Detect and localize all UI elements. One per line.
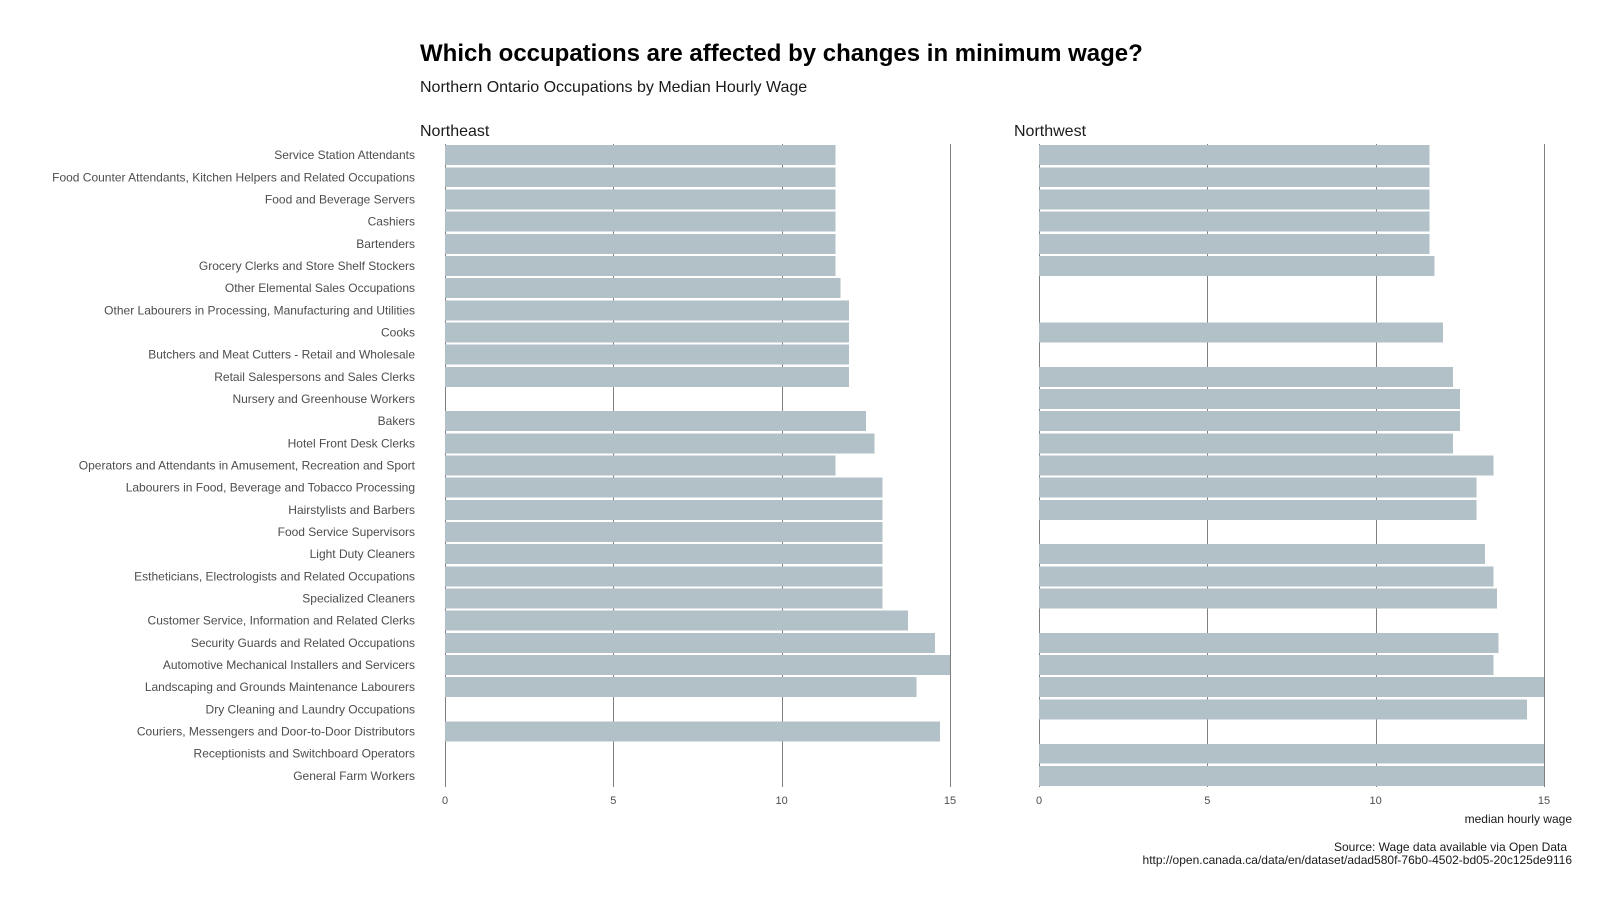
bar-northwest-hotel-front-desk-clerks — [1039, 433, 1454, 454]
bar-northeast-estheticians-electrologists-and-related-occupations — [445, 566, 883, 587]
category-label-automotive-mechanical-installers-and-servicers: Automotive Mechanical Installers and Ser… — [163, 658, 415, 672]
bar-northeast-hotel-front-desk-clerks — [445, 433, 875, 454]
bar-northeast-food-counter-attendants-kitchen-helpers-and-related-occupations — [445, 167, 836, 188]
panel-title-northeast: Northeast — [420, 123, 490, 140]
category-label-retail-salespersons-and-sales-clerks: Retail Salespersons and Sales Clerks — [214, 370, 415, 384]
x-axis-label: median hourly wage — [1465, 812, 1573, 826]
bar-northwest-food-counter-attendants-kitchen-helpers-and-related-occupations — [1039, 167, 1430, 188]
bar-northwest-security-guards-and-related-occupations — [1039, 632, 1499, 653]
tick-label-northeast-15: 15 — [944, 795, 956, 807]
bar-northwest-nursery-and-greenhouse-workers — [1039, 389, 1460, 409]
category-label-butchers-and-meat-cutters-retail-and-wholesale: Butchers and Meat Cutters - Retail and W… — [148, 348, 415, 362]
panel-title-northwest: Northwest — [1014, 123, 1087, 140]
tick-label-northwest-15: 15 — [1538, 795, 1550, 807]
chart-panels: Northeast 0 5 10 15 Northwest 0 5 10 15 — [420, 123, 1550, 807]
bar-northwest-bakers — [1039, 411, 1460, 432]
bar-northwest-general-farm-workers — [1039, 765, 1544, 786]
bar-northwest-cooks — [1039, 322, 1443, 343]
bar-northwest-light-duty-cleaners — [1039, 544, 1486, 565]
category-label-estheticians-electrologists-and-related-occupations: Estheticians, Electrologists and Related… — [134, 569, 415, 583]
bar-northwest-operators-and-attendants-in-amusement-recreation-and-sport — [1039, 455, 1494, 476]
bar-northwest-retail-salespersons-and-sales-clerks — [1039, 366, 1454, 387]
bar-northeast-specialized-cleaners — [445, 588, 883, 609]
bar-northeast-retail-salespersons-and-sales-clerks — [445, 366, 849, 387]
caption-url: http://open.canada.ca/data/en/dataset/ad… — [1143, 853, 1573, 867]
panel-northeast: Northeast 0 5 10 15 — [420, 123, 956, 807]
bar-northwest-landscaping-and-grounds-maintenance-labourers — [1039, 677, 1544, 698]
bar-northeast-security-guards-and-related-occupations — [445, 632, 935, 653]
category-label-service-station-attendants: Service Station Attendants — [274, 148, 415, 162]
category-label-bartenders: Bartenders — [356, 237, 415, 251]
bar-northeast-service-station-attendants — [445, 145, 836, 166]
bar-northeast-butchers-and-meat-cutters-retail-and-wholesale — [445, 344, 849, 365]
chart-subtitle: Northern Ontario Occupations by Median H… — [420, 79, 807, 96]
tick-label-northwest-5: 5 — [1204, 795, 1210, 807]
category-label-operators-and-attendants-in-amusement-recreation-and-sport: Operators and Attendants in Amusement, R… — [79, 459, 416, 473]
bar-northwest-grocery-clerks-and-store-shelf-stockers — [1039, 255, 1435, 276]
tick-label-northeast-0: 0 — [442, 795, 448, 807]
bar-northeast-other-labourers-in-processing-manufacturing-and-utilities — [445, 300, 849, 321]
bar-northwest-service-station-attendants — [1039, 145, 1430, 166]
bar-northwest-receptionists-and-switchboard-operators — [1039, 743, 1544, 764]
category-label-receptionists-and-switchboard-operators: Receptionists and Switchboard Operators — [194, 747, 415, 761]
bar-northeast-grocery-clerks-and-store-shelf-stockers — [445, 255, 836, 276]
bar-northeast-operators-and-attendants-in-amusement-recreation-and-sport — [445, 455, 836, 476]
tick-label-northwest-0: 0 — [1036, 795, 1042, 807]
category-label-food-service-supervisors: Food Service Supervisors — [278, 525, 415, 539]
category-label-hotel-front-desk-clerks: Hotel Front Desk Clerks — [288, 436, 415, 450]
bar-northwest-estheticians-electrologists-and-related-occupations — [1039, 566, 1494, 587]
bar-northeast-automotive-mechanical-installers-and-servicers — [445, 655, 950, 676]
bar-northeast-bartenders — [445, 233, 836, 254]
category-labels: Service Station Attendants Food Counter A… — [52, 148, 416, 783]
bar-northeast-landscaping-and-grounds-maintenance-labourers — [445, 677, 917, 698]
category-label-grocery-clerks-and-store-shelf-stockers: Grocery Clerks and Store Shelf Stockers — [199, 259, 415, 273]
category-label-other-elemental-sales-occupations: Other Elemental Sales Occupations — [225, 281, 415, 295]
category-label-hairstylists-and-barbers: Hairstylists and Barbers — [288, 503, 415, 517]
category-label-security-guards-and-related-occupations: Security Guards and Related Occupations — [191, 636, 415, 650]
bar-northeast-food-and-beverage-servers — [445, 189, 836, 210]
bar-northeast-other-elemental-sales-occupations — [445, 278, 841, 299]
bar-northeast-bakers — [445, 411, 866, 432]
category-label-couriers-messengers-and-door-to-door-distributors: Couriers, Messengers and Door-to-Door Di… — [137, 725, 415, 739]
bar-northwest-food-and-beverage-servers — [1039, 189, 1430, 210]
bar-northeast-couriers-messengers-and-door-to-door-distributors — [445, 721, 940, 742]
category-label-cashiers: Cashiers — [368, 215, 415, 229]
category-label-specialized-cleaners: Specialized Cleaners — [302, 592, 415, 606]
bar-northwest-cashiers — [1039, 211, 1430, 232]
bar-northwest-dry-cleaning-and-laundry-occupations — [1039, 699, 1528, 720]
category-label-customer-service-information-and-related-clerks: Customer Service, Information and Relate… — [148, 614, 415, 628]
bar-northeast-cooks — [445, 322, 849, 343]
bar-northeast-customer-service-information-and-related-clerks — [445, 610, 908, 631]
bar-northeast-cashiers — [445, 211, 836, 232]
category-label-other-labourers-in-processing-manufacturing-and-utilities: Other Labourers in Processing, Manufactu… — [104, 303, 415, 317]
bar-northwest-labourers-in-food-beverage-and-tobacco-processing — [1039, 477, 1477, 498]
category-label-cooks: Cooks — [381, 325, 415, 339]
category-label-landscaping-and-grounds-maintenance-labourers: Landscaping and Grounds Maintenance Labo… — [145, 680, 415, 694]
category-label-bakers: Bakers — [378, 414, 415, 428]
bar-northeast-labourers-in-food-beverage-and-tobacco-processing — [445, 477, 883, 498]
bar-northwest-automotive-mechanical-installers-and-servicers — [1039, 655, 1494, 676]
category-label-light-duty-cleaners: Light Duty Cleaners — [310, 547, 415, 561]
bar-northeast-food-service-supervisors — [445, 522, 883, 542]
tick-label-northwest-10: 10 — [1370, 795, 1382, 807]
bar-northeast-hairstylists-and-barbers — [445, 499, 883, 520]
category-label-labourers-in-food-beverage-and-tobacco-processing: Labourers in Food, Beverage and Tobacco … — [126, 481, 415, 495]
category-label-dry-cleaning-and-laundry-occupations: Dry Cleaning and Laundry Occupations — [206, 702, 415, 716]
chart-title: Which occupations are affected by change… — [420, 40, 1143, 67]
bar-northeast-light-duty-cleaners — [445, 544, 883, 565]
bar-northwest-hairstylists-and-barbers — [1039, 499, 1477, 520]
category-label-food-counter-attendants-kitchen-helpers-and-related-occupations: Food Counter Attendants, Kitchen Helpers… — [52, 170, 415, 184]
category-label-general-farm-workers: General Farm Workers — [293, 769, 415, 783]
tick-label-northeast-10: 10 — [776, 795, 788, 807]
category-label-nursery-and-greenhouse-workers: Nursery and Greenhouse Workers — [232, 392, 415, 406]
category-label-food-and-beverage-servers: Food and Beverage Servers — [265, 192, 415, 206]
bar-northwest-specialized-cleaners — [1039, 588, 1497, 609]
panel-northwest: Northwest 0 5 10 15 — [1014, 123, 1550, 807]
caption-source: Source: Wage data available via Open Dat… — [1334, 840, 1567, 854]
tick-label-northeast-5: 5 — [610, 795, 616, 807]
bar-northwest-bartenders — [1039, 233, 1430, 254]
